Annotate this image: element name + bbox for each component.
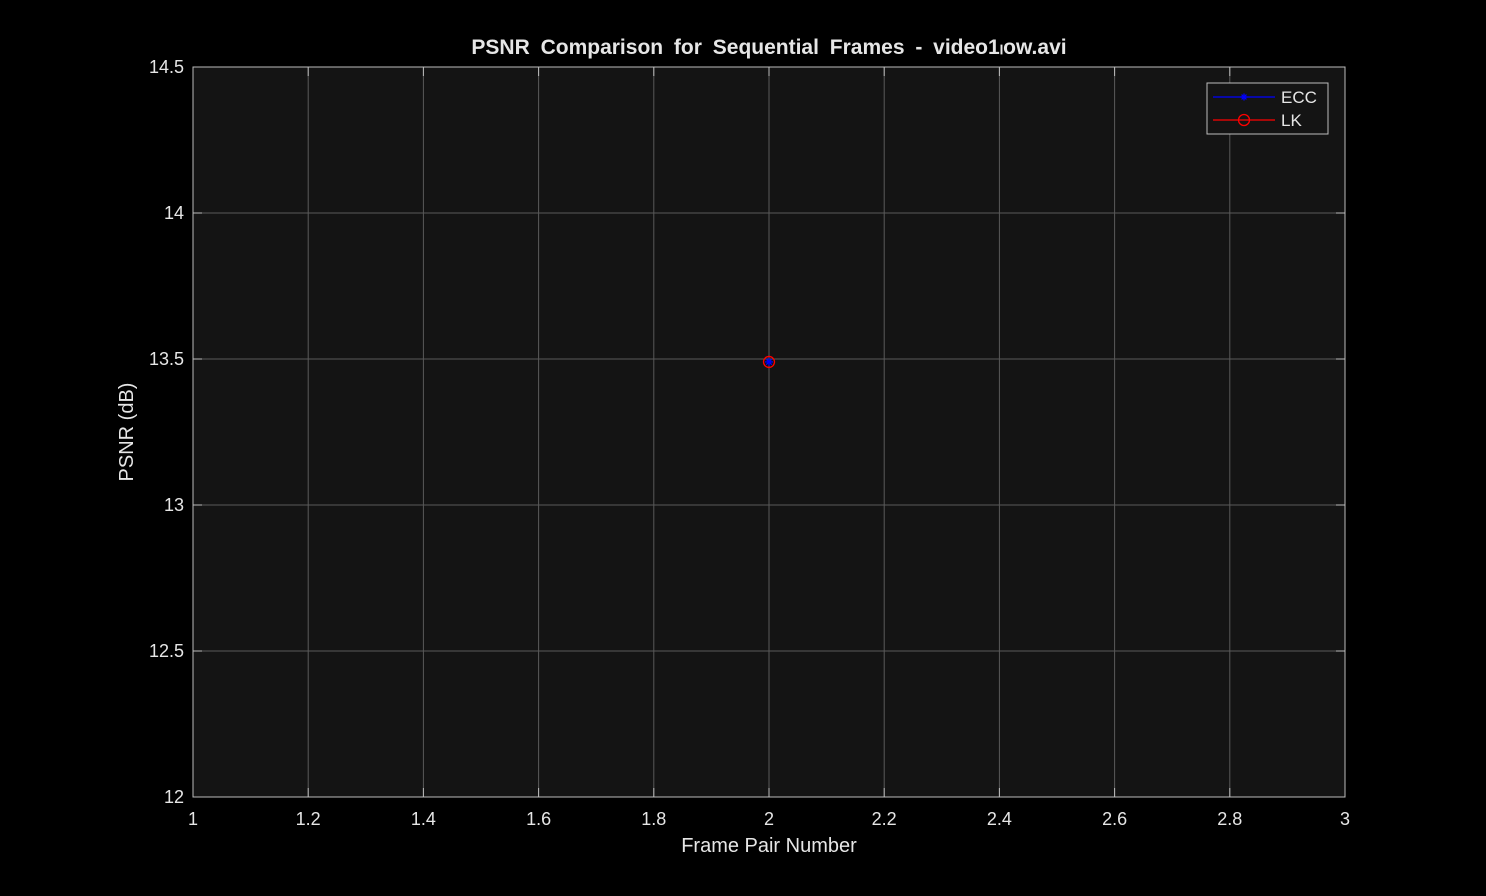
series-layer (762, 355, 776, 369)
legend-marker (1240, 93, 1248, 101)
x-tick-label: 2.2 (872, 809, 897, 829)
data-point-ecc (765, 357, 773, 366)
legend-box (1206, 82, 1329, 135)
y-axis-label: PSNR (dB) (116, 383, 138, 482)
y-tick-label: 13 (164, 495, 184, 515)
x-tick-label: 1.2 (296, 809, 321, 829)
x-tick-label: 1.8 (641, 809, 666, 829)
x-tick-label: 2.6 (1102, 809, 1127, 829)
x-tick-label: 3 (1340, 809, 1350, 829)
legend-label: ECC (1281, 88, 1317, 107)
x-tick-label: 1.4 (411, 809, 436, 829)
x-tick-label: 1 (188, 809, 198, 829)
y-tick-label: 13.5 (149, 349, 184, 369)
marker-stroke (1241, 94, 1247, 100)
legend-item-ecc: ECC (1213, 88, 1317, 107)
marker-stroke (765, 358, 773, 366)
series-ecc (765, 357, 773, 366)
x-tick-label: 2.4 (987, 809, 1012, 829)
y-tick-label: 14.5 (149, 57, 184, 77)
series-lk (762, 355, 776, 369)
legend: ECC LK (1206, 82, 1329, 135)
axis-ticks: 1 1.2 1.4 1.6 1.8 2 2.2 2.4 2.6 2.8 3 12 12.5 13 13.5 1… (149, 57, 1350, 829)
y-tick-label: 14 (164, 203, 184, 223)
x-tick-label: 1.6 (526, 809, 551, 829)
legend-item-lk: LK (1213, 111, 1302, 130)
y-tick-label: 12 (164, 787, 184, 807)
x-tick-label: 2 (764, 809, 774, 829)
x-tick-label: 2.8 (1217, 809, 1242, 829)
y-tick-label: 12.5 (149, 641, 184, 661)
data-point-lk (762, 355, 776, 369)
x-axis-label: Frame Pair Number (681, 835, 857, 857)
legend-marker (1237, 113, 1251, 127)
legend-label: LK (1281, 111, 1302, 130)
chart-title: PSNR Comparison for Sequential Frames - … (471, 36, 1066, 59)
